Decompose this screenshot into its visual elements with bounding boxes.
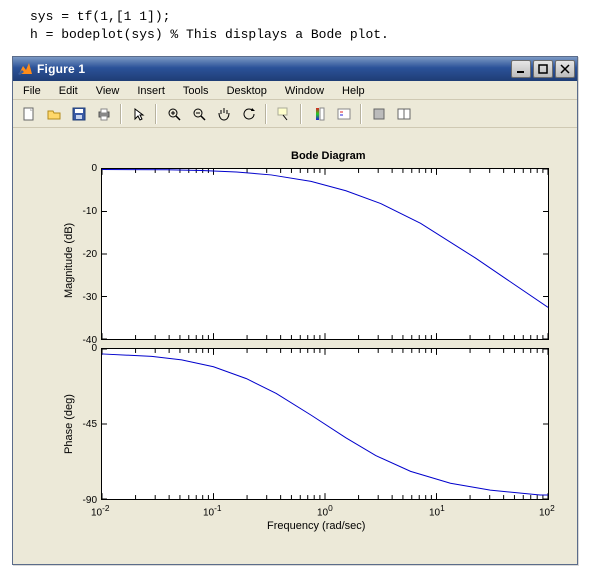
menu-view[interactable]: View [92,83,124,99]
legend-icon[interactable] [332,102,355,125]
window-title: Figure 1 [37,62,511,76]
xtick-1: 10-1 [203,503,222,518]
toolbar-separator [300,104,302,124]
pointer-icon[interactable] [127,102,150,125]
plot-canvas: Bode Diagram [21,136,569,556]
pan-icon[interactable] [212,102,235,125]
colorbar-icon[interactable] [307,102,330,125]
minimize-button[interactable] [511,60,531,78]
xtick-4: 102 [539,503,555,518]
phase-axes [101,348,549,500]
figure-window: Figure 1 File Edit View Insert Tools Des… [12,56,578,565]
mag-ytick-2: -20 [69,249,97,260]
hide-plot-tools-icon[interactable] [367,102,390,125]
zoom-in-icon[interactable] [162,102,185,125]
menubar: File Edit View Insert Tools Desktop Wind… [13,81,577,100]
xlabel: Frequency (rad/sec) [267,520,365,532]
menu-desktop[interactable]: Desktop [223,83,271,99]
titlebar: Figure 1 [13,57,577,81]
rotate-icon[interactable] [237,102,260,125]
save-icon[interactable] [67,102,90,125]
mag-ytick-1: -10 [69,206,97,217]
code-line-2: h = bodeplot(sys) % This displays a Bode… [30,26,570,44]
zoom-out-icon[interactable] [187,102,210,125]
show-plot-tools-icon[interactable] [392,102,415,125]
menu-insert[interactable]: Insert [133,83,169,99]
maximize-button[interactable] [533,60,553,78]
magnitude-ylabel: Magnitude (dB) [63,223,75,298]
toolbar-separator [120,104,122,124]
toolbar-separator [265,104,267,124]
phase-ytick-0: 0 [69,343,97,354]
print-icon[interactable] [92,102,115,125]
code-line-1: sys = tf(1,[1 1]); [30,8,570,26]
menu-help[interactable]: Help [338,83,369,99]
close-button[interactable] [555,60,575,78]
menu-edit[interactable]: Edit [55,83,82,99]
phase-ytick-1: -45 [69,419,97,430]
chart-title: Bode Diagram [291,150,366,162]
matlab-icon [17,61,33,77]
menu-file[interactable]: File [19,83,45,99]
xtick-0: 10-2 [91,503,110,518]
xtick-3: 101 [429,503,445,518]
code-block: sys = tf(1,[1 1]); h = bodeplot(sys) % T… [0,0,590,48]
mag-ytick-3: -30 [69,292,97,303]
datatip-icon[interactable] [272,102,295,125]
magnitude-axes [101,168,549,340]
toolbar-separator [155,104,157,124]
plot-area: Bode Diagram [13,128,577,564]
toolbar [13,100,577,128]
xtick-2: 100 [317,503,333,518]
open-icon[interactable] [42,102,65,125]
mag-ytick-0: 0 [69,163,97,174]
menu-window[interactable]: Window [281,83,328,99]
new-icon[interactable] [17,102,40,125]
menu-tools[interactable]: Tools [179,83,213,99]
toolbar-separator [360,104,362,124]
